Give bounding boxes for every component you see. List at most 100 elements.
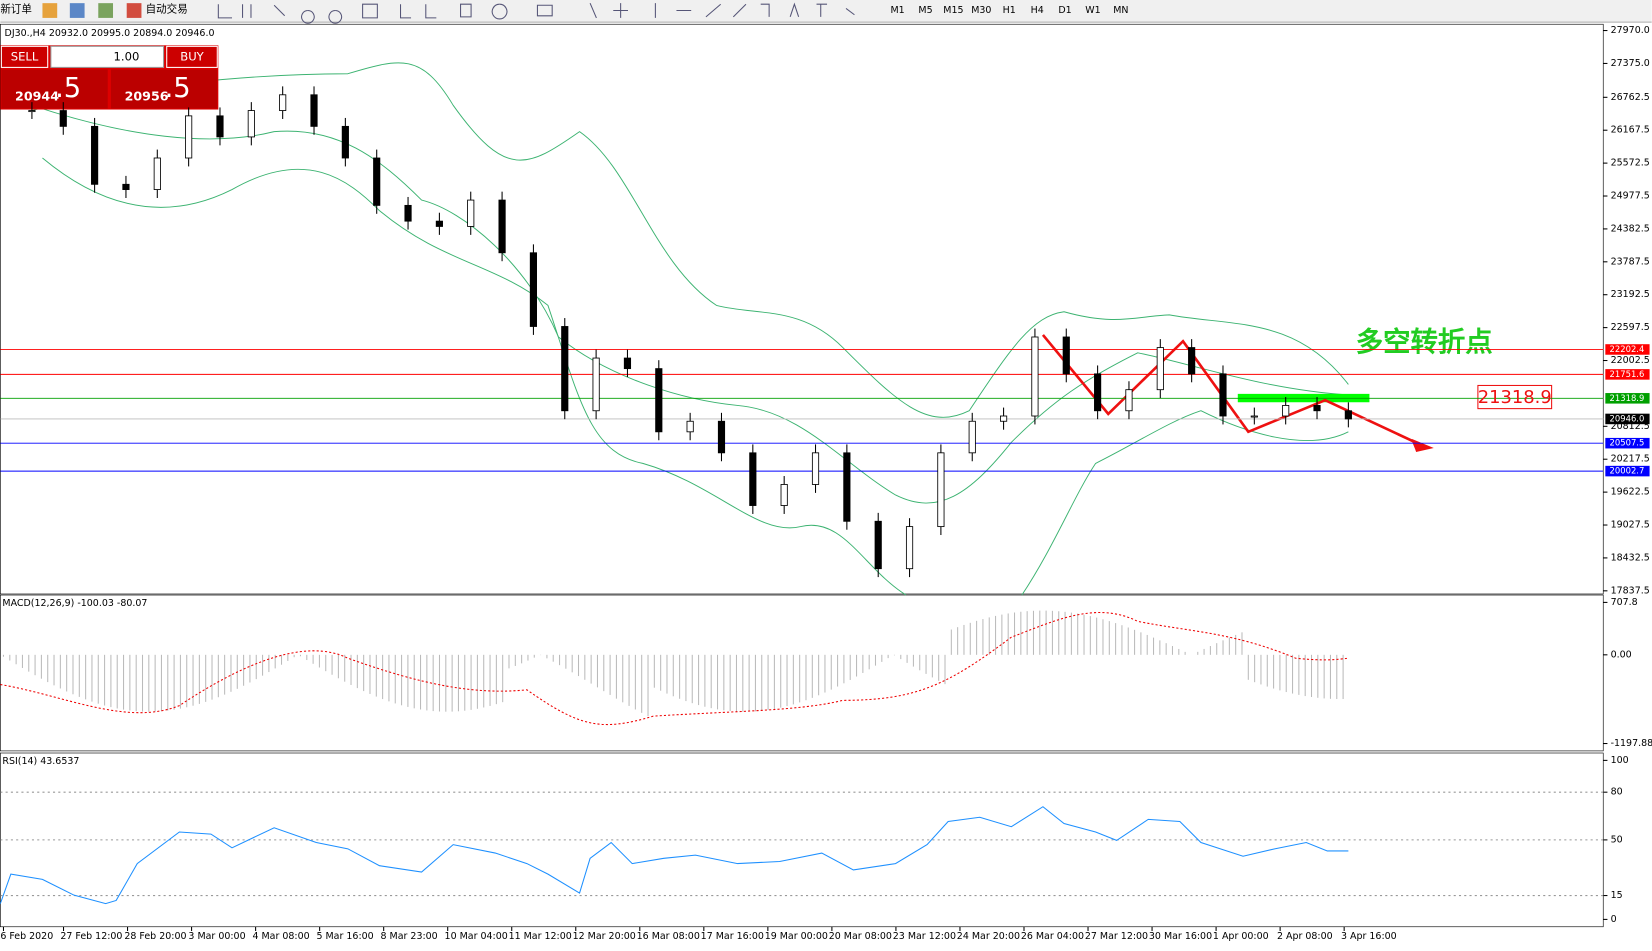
candle-body [310,94,318,127]
timeframe-button[interactable]: M30 [971,5,991,16]
price-level-tag [1605,465,1650,477]
candle-body [561,326,569,412]
sell-button[interactable] [0,45,49,68]
bid-main: 20944 [15,88,59,103]
macd-signal [0,612,1349,726]
candle-body [655,368,663,433]
candle-body [1344,410,1352,420]
main-chart [0,23,1604,595]
x-tick-label: 6 Feb 2020 [0,931,53,942]
candle-body [905,526,914,570]
icon[interactable] [69,3,85,18]
chart-header: DJ30.,H4 20932.0 20995.0 20894.0 20946.0 [5,28,215,39]
annotation-value: 21318.9 [1478,387,1552,408]
price-level-label: 20946.0 [1610,413,1645,423]
y-tick-label: 26167.5 [1611,125,1650,136]
lots-input[interactable] [50,45,165,68]
x-tick-label: 3 Apr 16:00 [1341,931,1397,942]
auto-trade-button[interactable]: 自动交易 [146,2,188,15]
lots-value[interactable]: 1.00 [114,49,140,63]
toolbar-icons [217,2,855,24]
candle-body [404,204,412,222]
candle-body [467,199,475,227]
price-level-label: 21751.6 [1610,369,1645,379]
x-tick-label: 8 Mar 23:00 [381,931,438,942]
price-level-label: 20507.5 [1610,438,1645,448]
candle-body [1250,415,1258,418]
ask-main: 20956 [125,88,169,103]
x-tick-label: 4 Mar 08:00 [252,931,309,942]
x-tick-label: 12 Mar 20:00 [573,931,636,942]
candle-body [686,420,694,433]
sell-label[interactable]: SELL [11,49,39,63]
bid-pip: .5 [55,73,81,104]
candle-body [1031,336,1039,417]
y-tick-label: 80 [1611,787,1623,798]
candle-body [749,452,757,506]
price-level-tag [1605,393,1650,404]
icon[interactable] [42,3,58,18]
timeframe-button[interactable]: M1 [891,5,905,16]
candle-body [373,157,381,206]
candle-body [247,110,255,138]
buy-button[interactable] [166,45,218,68]
new-order-button[interactable]: 新订单 [0,2,32,15]
macd-label: MACD(12,26,9) -100.03 -80.07 [2,598,147,609]
x-tick-label: 23 Mar 12:00 [893,931,956,942]
y-tick-label: 19027.5 [1611,520,1650,531]
x-tick-label: 17 Mar 16:00 [701,931,764,942]
timeframe-button[interactable]: M15 [943,5,963,16]
candle-body [937,452,945,528]
timeframe-button[interactable]: H1 [1003,5,1016,16]
y-tick-label: 22597.5 [1611,322,1650,333]
y-tick-label: 707.8 [1611,597,1638,608]
y-tick-label: 20217.5 [1611,454,1650,465]
macd-panel [0,594,1604,752]
y-tick-label: 22002.5 [1611,355,1650,366]
timeframe-button[interactable]: W1 [1085,5,1100,16]
y-tick-label: 50 [1611,834,1623,845]
x-tick-label: 1 Apr 00:00 [1213,931,1269,942]
buy-price-box[interactable] [110,69,218,109]
y-tick-label: 0 [1611,914,1617,925]
candle-body [1062,336,1070,375]
timeframe-button[interactable]: H4 [1031,5,1044,16]
price-level-tag [1605,369,1650,380]
x-tick-label: 26 Mar 04:00 [1021,931,1084,942]
x-tick-label: 28 Feb 20:00 [124,931,186,942]
candle-body [122,183,130,190]
y-tick-label: 15 [1611,890,1623,901]
candle-body [28,110,36,113]
price-level-tag [1605,344,1650,355]
rsi-line [0,806,1349,905]
y-tick-label: 20812.5 [1611,421,1650,432]
x-tick-label: 3 Mar 00:00 [188,931,245,942]
y-tick-label: 0.00 [1611,649,1632,660]
candle-body [1156,347,1164,391]
annotation: 多空转折点 [1356,326,1493,358]
candle-body [1000,415,1008,422]
icon[interactable] [98,3,114,18]
candle-body [1188,347,1196,375]
sell-price-box[interactable] [1,69,108,109]
annotation-box [1477,384,1553,410]
timeframe-button[interactable]: M5 [918,5,932,16]
price-level-tag [1605,437,1650,449]
auto-trade-icon[interactable] [126,3,142,18]
buy-label[interactable]: BUY [180,49,204,63]
candle-body [717,420,726,454]
x-tick-label: 30 Mar 16:00 [1149,931,1212,942]
y-tick-label: 23787.5 [1611,256,1650,267]
candle-body [341,125,349,159]
timeframe-button[interactable]: D1 [1058,5,1071,16]
toolbar [0,0,1652,23]
timeframe-button[interactable]: MN [1113,5,1128,16]
ask-pip: .5 [165,73,191,104]
x-tick-label: 10 Mar 04:00 [445,931,508,942]
x-tick-label: 2 Apr 08:00 [1277,931,1333,942]
candle-body [874,520,882,570]
candle-body [1125,389,1133,412]
candle-body [216,115,224,138]
price-level-tag [1605,413,1650,425]
